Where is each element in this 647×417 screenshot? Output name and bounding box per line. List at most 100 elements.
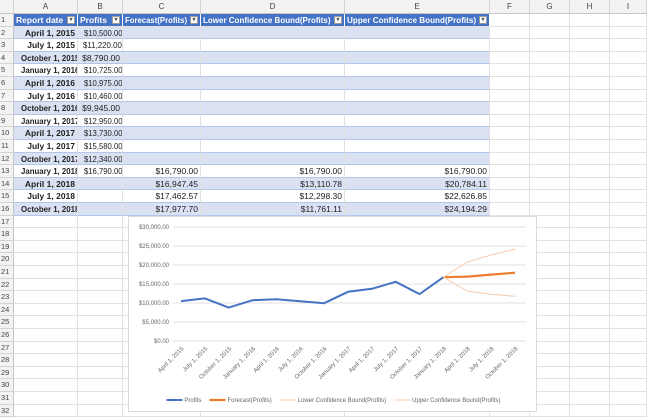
cell[interactable] — [570, 266, 610, 279]
table-cell[interactable] — [201, 26, 345, 40]
cell[interactable] — [570, 203, 610, 216]
cell[interactable] — [78, 278, 123, 292]
cell[interactable] — [530, 228, 570, 241]
cell[interactable] — [14, 341, 78, 355]
cell[interactable] — [14, 215, 78, 229]
cell[interactable] — [490, 39, 530, 52]
row-header-24[interactable]: 24 — [0, 303, 14, 317]
table-cell[interactable] — [123, 51, 201, 65]
table-cell[interactable] — [201, 114, 345, 128]
cell[interactable] — [530, 39, 570, 52]
table-cell[interactable]: October 1, 2015 — [14, 51, 78, 65]
cell[interactable] — [570, 291, 610, 304]
cell[interactable] — [14, 266, 78, 279]
cell[interactable] — [14, 392, 78, 405]
table-cell[interactable]: April 1, 2015 — [14, 26, 78, 40]
cell[interactable] — [14, 291, 78, 304]
row-header-26[interactable]: 26 — [0, 329, 14, 342]
cell[interactable] — [530, 266, 570, 279]
row-header-31[interactable]: 31 — [0, 392, 14, 405]
row-header-25[interactable]: 25 — [0, 316, 14, 329]
cell[interactable] — [490, 152, 530, 166]
table-cell[interactable]: $22,626.85 — [345, 190, 490, 203]
row-header-11[interactable]: 11 — [0, 140, 14, 153]
row-header-23[interactable]: 23 — [0, 291, 14, 304]
table-cell[interactable] — [123, 64, 201, 77]
table-cell[interactable] — [345, 152, 490, 166]
cell[interactable] — [78, 354, 123, 367]
row-header-16[interactable]: 16 — [0, 203, 14, 216]
cell[interactable] — [490, 177, 530, 191]
table-cell[interactable] — [201, 51, 345, 65]
table-cell[interactable] — [123, 140, 201, 153]
cell[interactable] — [78, 266, 123, 279]
cell[interactable] — [530, 316, 570, 329]
table-cell[interactable] — [345, 26, 490, 40]
cell[interactable] — [530, 366, 570, 380]
cell[interactable] — [78, 366, 123, 380]
row-header-5[interactable]: 5 — [0, 64, 14, 77]
table-cell[interactable] — [201, 102, 345, 115]
cell[interactable] — [78, 329, 123, 342]
cell[interactable] — [490, 89, 530, 103]
table-cell[interactable]: $10,500.00 — [78, 26, 123, 40]
table-cell[interactable] — [201, 152, 345, 166]
table-cell[interactable]: January 1, 2017 — [14, 114, 78, 128]
table-cell[interactable] — [345, 64, 490, 77]
table-cell[interactable] — [123, 39, 201, 52]
column-header-A[interactable]: A — [14, 0, 78, 14]
cell[interactable] — [78, 291, 123, 304]
cell[interactable] — [14, 228, 78, 241]
row-header-8[interactable]: 8 — [0, 102, 14, 115]
row-header-2[interactable]: 2 — [0, 26, 14, 40]
cell[interactable] — [570, 14, 610, 27]
cell[interactable] — [530, 51, 570, 65]
cell[interactable] — [490, 26, 530, 40]
table-cell[interactable]: $10,975.00 — [78, 77, 123, 90]
table-cell[interactable] — [345, 77, 490, 90]
table-cell[interactable] — [345, 127, 490, 140]
cell[interactable] — [570, 341, 610, 355]
cell[interactable] — [530, 240, 570, 254]
cell[interactable] — [530, 203, 570, 216]
cell[interactable] — [14, 240, 78, 254]
cell[interactable] — [490, 114, 530, 128]
cell[interactable] — [570, 278, 610, 292]
table-cell[interactable]: $11,761.11 — [201, 203, 345, 216]
table-cell[interactable] — [123, 114, 201, 128]
cell[interactable] — [490, 190, 530, 203]
cell[interactable] — [570, 177, 610, 191]
cell[interactable] — [490, 140, 530, 153]
cell[interactable] — [490, 127, 530, 140]
cell[interactable] — [14, 253, 78, 266]
table-cell[interactable]: $12,950.00 — [78, 114, 123, 128]
select-all-corner[interactable] — [0, 0, 14, 14]
table-cell[interactable] — [345, 102, 490, 115]
cell[interactable] — [570, 102, 610, 115]
cell[interactable] — [530, 127, 570, 140]
table-header-cell[interactable]: Lower Confidence Bound(Profits) ▾ — [201, 14, 345, 27]
column-header-B[interactable]: B — [78, 0, 123, 14]
cell[interactable] — [570, 366, 610, 380]
cell[interactable] — [570, 215, 610, 229]
table-cell[interactable] — [201, 127, 345, 140]
column-header-E[interactable]: E — [345, 0, 490, 14]
row-header-28[interactable]: 28 — [0, 354, 14, 367]
cell[interactable] — [14, 303, 78, 317]
cell[interactable] — [78, 303, 123, 317]
table-cell[interactable]: January 1, 2016 — [14, 64, 78, 77]
table-cell[interactable]: July 1, 2016 — [14, 89, 78, 103]
table-cell[interactable] — [201, 64, 345, 77]
table-cell[interactable] — [78, 190, 123, 203]
table-cell[interactable] — [201, 89, 345, 103]
cell[interactable] — [530, 14, 570, 27]
cell[interactable] — [530, 26, 570, 40]
table-cell[interactable]: October 1, 2016 — [14, 102, 78, 115]
table-cell[interactable] — [201, 140, 345, 153]
table-cell[interactable]: $16,790.00 — [345, 165, 490, 178]
column-header-D[interactable]: D — [201, 0, 345, 14]
table-header-cell[interactable]: Upper Confidence Bound(Profits) ▾ — [345, 14, 490, 27]
cell[interactable] — [490, 14, 530, 27]
cell[interactable] — [78, 240, 123, 254]
row-header-6[interactable]: 6 — [0, 77, 14, 90]
